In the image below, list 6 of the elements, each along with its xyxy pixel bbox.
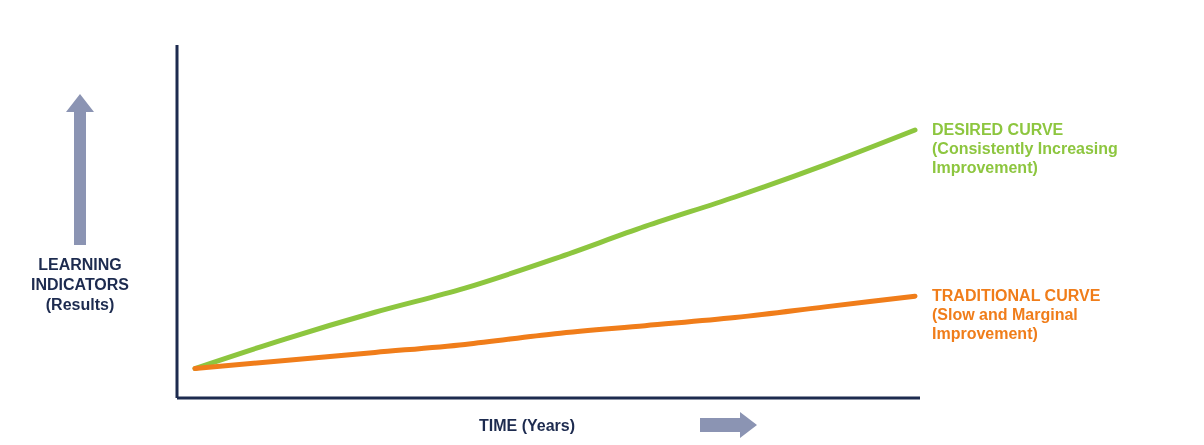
x-axis-title: TIME (Years) <box>478 417 576 434</box>
series-label: TRADITIONAL CURVE <box>932 287 1101 305</box>
text: (Slow and Marginal Improvement) <box>932 306 1078 343</box>
series-label: DESIRED CURVE <box>932 121 1064 138</box>
text: (Consistently Increasing Improvement) <box>932 140 1118 176</box>
y-axis-title: LEARNING INDICATORS (Results) <box>30 256 130 313</box>
